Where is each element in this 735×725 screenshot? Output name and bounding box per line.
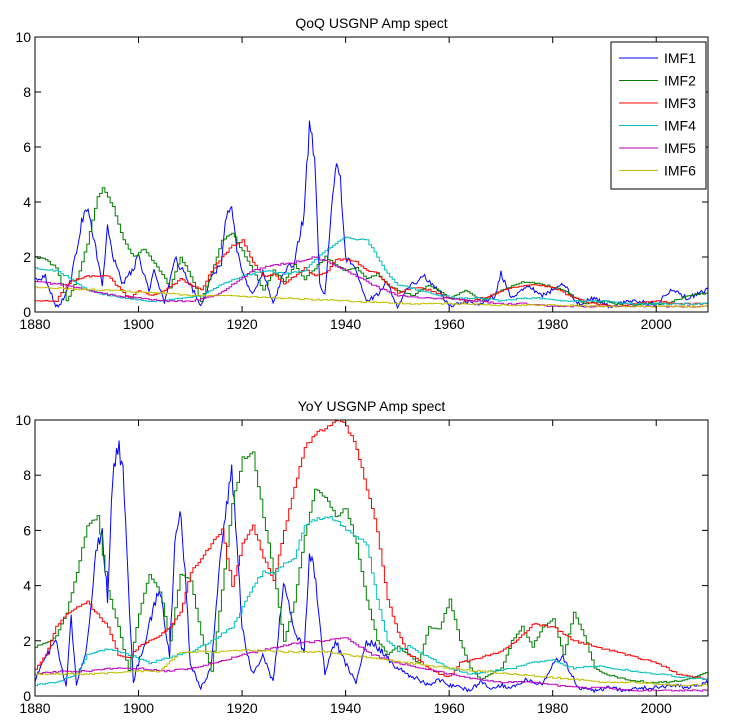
series-line-imf1 [35,440,708,694]
series-line-imf2 [35,451,708,684]
x-tick-label: 2000 [641,316,672,332]
y-tick-label: 8 [23,467,31,483]
series-line-imf3 [35,420,708,680]
legend-label-imf4: IMF4 [664,118,696,134]
chart-title: YoY USGNP Amp spect [298,398,446,414]
legend: IMF1 IMF2 IMF3 IMF4 IMF5 IMF6 [610,41,707,190]
x-tick-label: 1900 [123,700,154,716]
chart-panel-1: QoQ USGNP Amp spect 1880 1900 1920 1940 1960 1… [15,15,709,332]
x-tick-label: 1940 [330,316,361,332]
series-line-imf3 [35,239,708,308]
y-tick-label: 4 [23,194,31,210]
y-tick-label: 6 [23,522,31,538]
x-tick-label: 1980 [537,316,568,332]
axes-frame [34,36,709,313]
series-line-imf4 [35,515,708,687]
y-tick-label: 2 [23,633,31,649]
x-tick-label: 1880 [19,700,50,716]
series-line-imf1 [35,120,708,310]
series-line-imf4 [35,236,708,305]
x-tick-label: 1980 [537,700,568,716]
y-tick-label: 2 [23,249,31,265]
legend-label-imf5: IMF5 [664,140,696,156]
x-tick-label: 1900 [123,316,154,332]
series-line-imf6 [35,286,708,308]
chart-title: QoQ USGNP Amp spect [295,15,447,31]
legend-label-imf1: IMF1 [664,50,696,66]
x-tick-label: 1940 [330,700,361,716]
y-tick-label: 10 [15,412,31,428]
legend-label-imf6: IMF6 [664,163,696,179]
legend-box [610,41,707,190]
x-tick-label: 1880 [19,316,50,332]
y-tick-label: 0 [23,688,31,704]
legend-label-imf2: IMF2 [664,73,696,89]
x-tick-label: 1920 [226,316,257,332]
series-line-imf5 [35,256,708,308]
legend-label-imf3: IMF3 [664,95,696,111]
y-tick-label: 8 [23,84,31,100]
x-tick-label: 1960 [434,316,465,332]
series-line-imf2 [35,187,708,308]
y-tick-label: 0 [23,304,31,320]
series-group [35,420,708,694]
axes-frame [34,419,709,697]
y-tick-label: 4 [23,578,31,594]
y-tick-label: 10 [15,29,31,45]
x-tick-label: 2000 [641,700,672,716]
x-tick-label: 1960 [434,700,465,716]
series-line-imf6 [35,649,708,687]
series-line-imf5 [35,637,708,692]
series-group [35,120,708,310]
y-tick-label: 6 [23,139,31,155]
chart-panel-2: YoY USGNP Amp spect 1880 1900 1920 1940 1960 1… [15,398,709,716]
x-tick-label: 1920 [226,700,257,716]
